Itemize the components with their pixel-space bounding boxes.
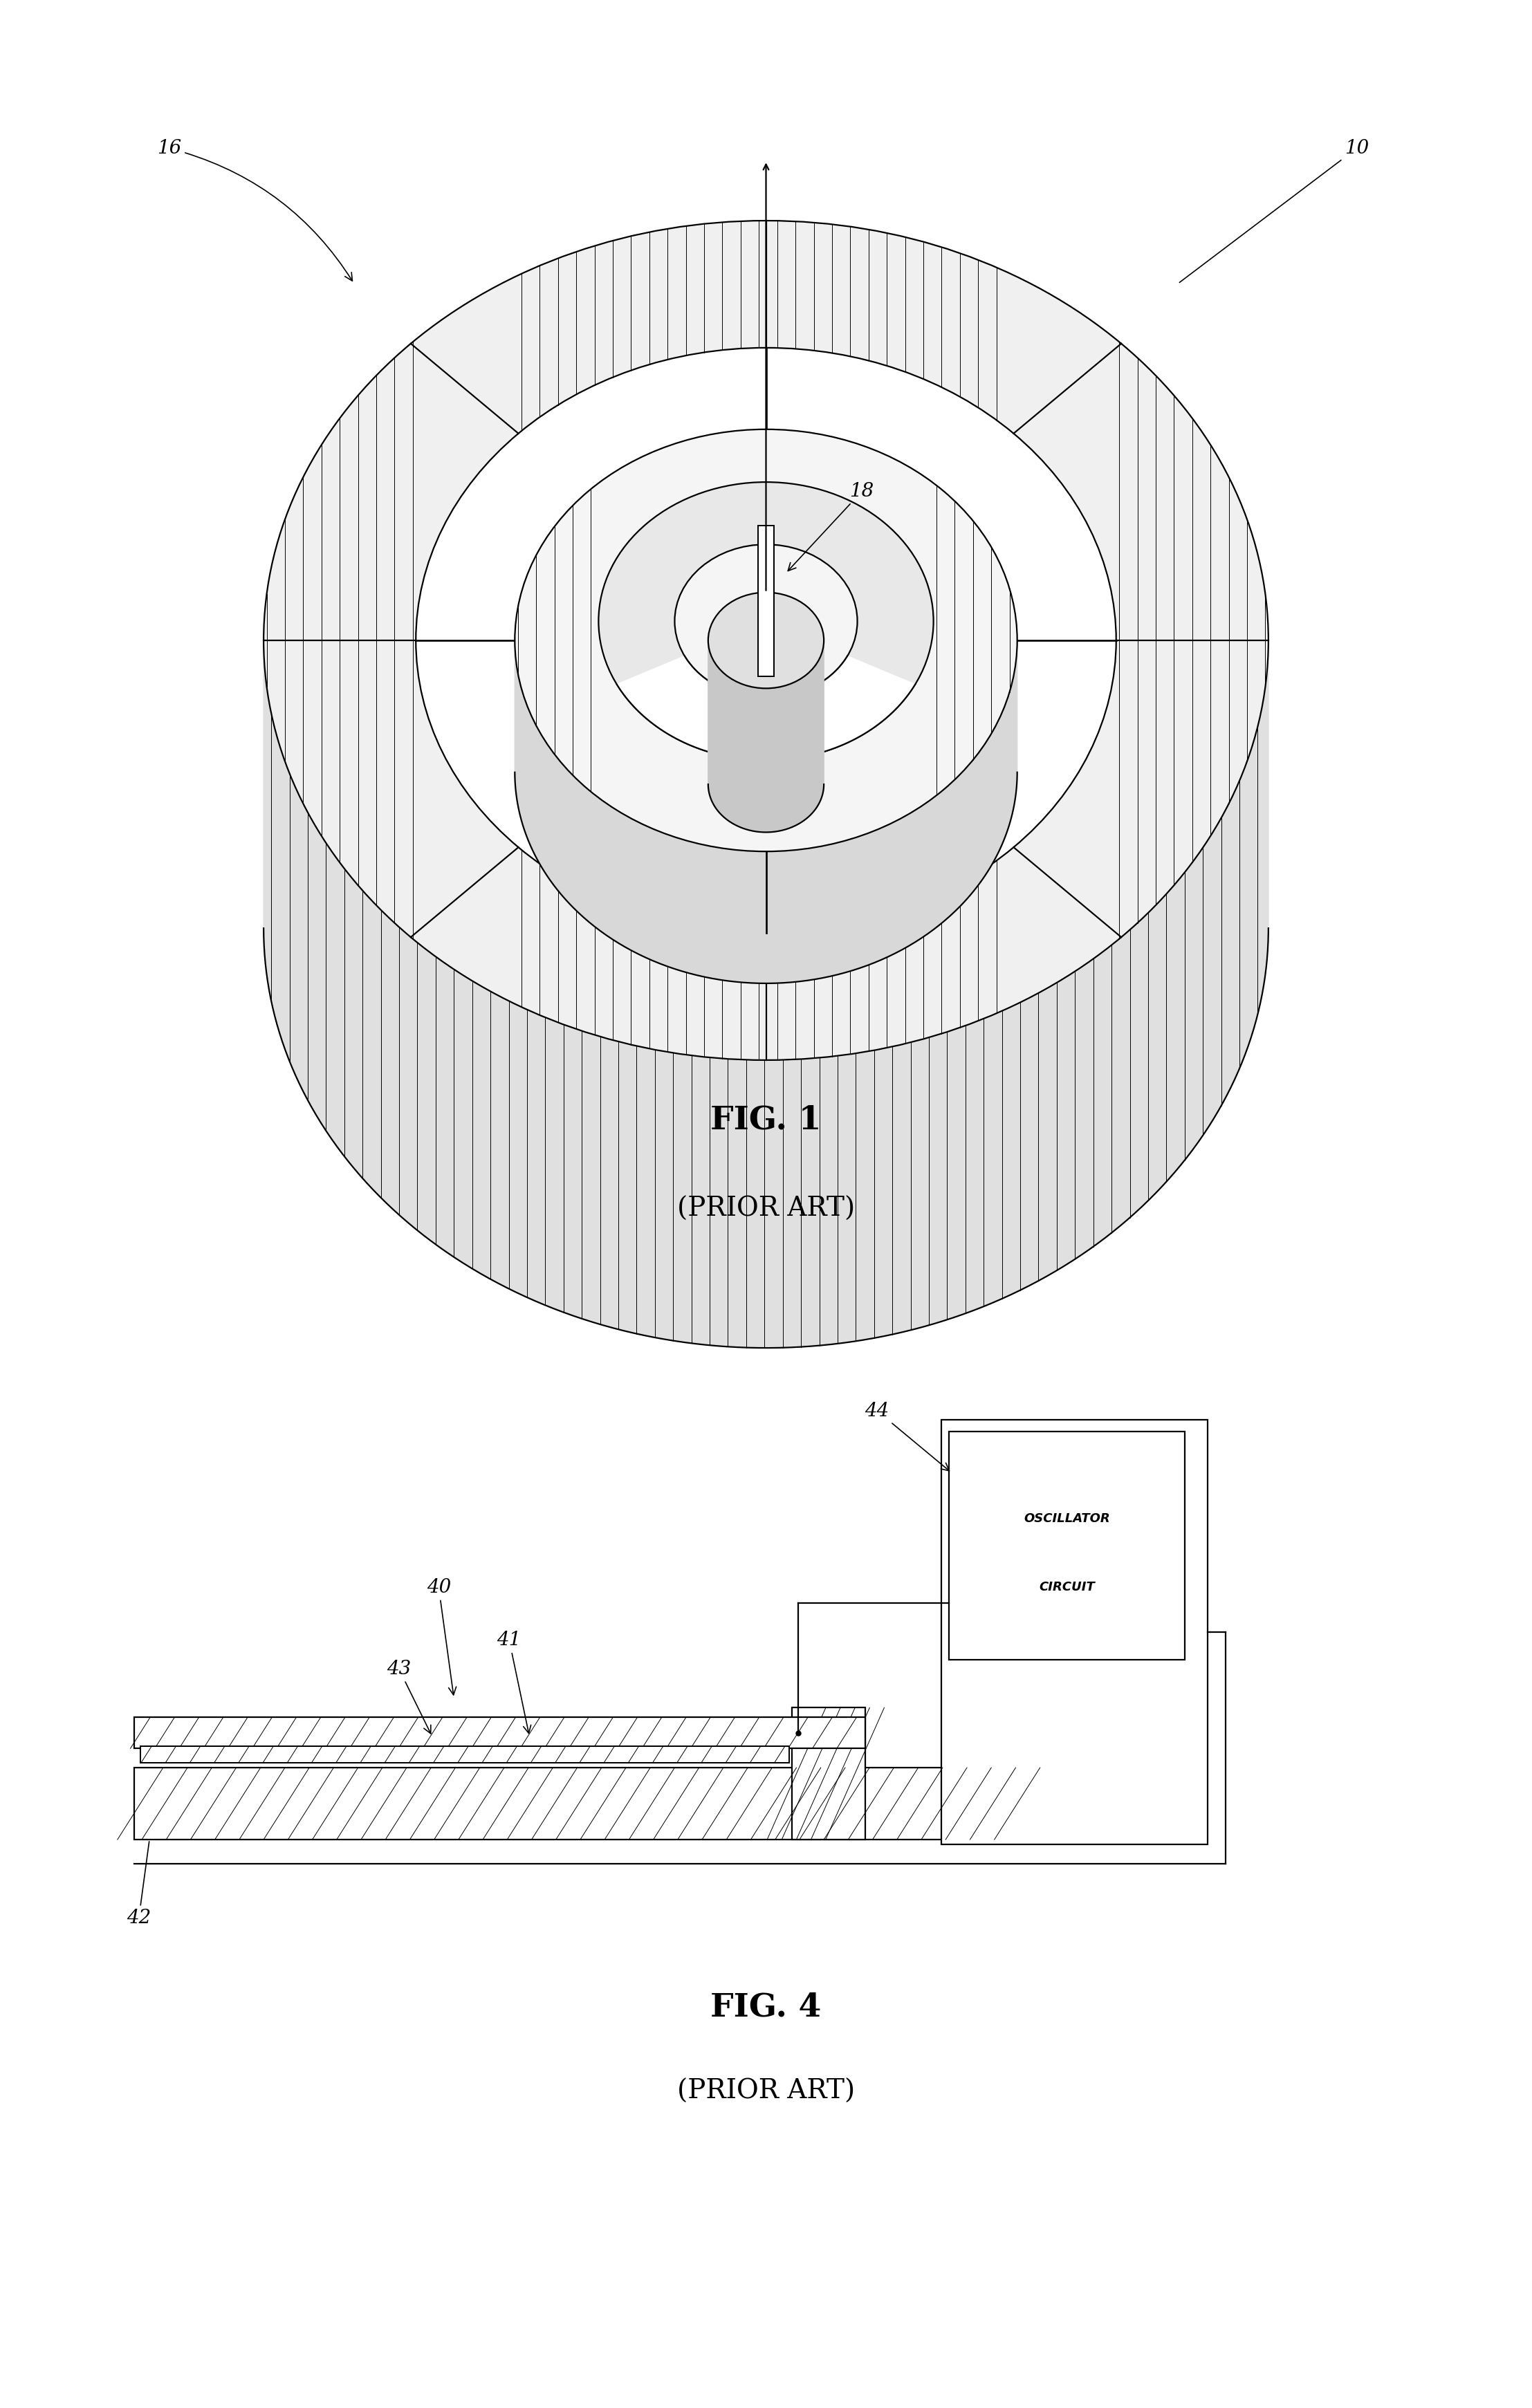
Ellipse shape <box>264 222 1268 1060</box>
Ellipse shape <box>515 429 1017 852</box>
Text: FIG. 1: FIG. 1 <box>711 1105 821 1137</box>
Text: 18: 18 <box>787 482 875 571</box>
Text: (PRIOR ART): (PRIOR ART) <box>677 2078 855 2105</box>
Bar <box>758 525 774 677</box>
Text: 40: 40 <box>426 1577 457 1695</box>
Polygon shape <box>708 641 824 833</box>
Text: OSCILLATOR: OSCILLATOR <box>1023 1512 1109 1524</box>
Polygon shape <box>515 641 1017 982</box>
Text: 41: 41 <box>496 1630 532 1734</box>
Text: 10: 10 <box>1180 140 1370 282</box>
Text: 43: 43 <box>386 1659 430 1734</box>
Bar <box>135 1717 866 1748</box>
Text: (PRIOR ART): (PRIOR ART) <box>677 1197 855 1221</box>
Bar <box>941 1421 1207 1845</box>
Bar <box>792 1707 866 1840</box>
Text: 16: 16 <box>158 140 352 282</box>
Bar <box>141 1746 789 1763</box>
Text: FIG. 4: FIG. 4 <box>711 1991 821 2023</box>
Polygon shape <box>617 655 915 761</box>
Text: 44: 44 <box>866 1401 950 1471</box>
Text: 42: 42 <box>127 1842 152 1929</box>
Ellipse shape <box>415 347 1117 932</box>
Ellipse shape <box>599 482 933 761</box>
Bar <box>135 1767 1048 1840</box>
Ellipse shape <box>708 592 824 689</box>
Bar <box>948 1433 1184 1659</box>
Ellipse shape <box>674 544 858 698</box>
Text: CIRCUIT: CIRCUIT <box>1039 1580 1094 1594</box>
Polygon shape <box>264 641 1268 1348</box>
